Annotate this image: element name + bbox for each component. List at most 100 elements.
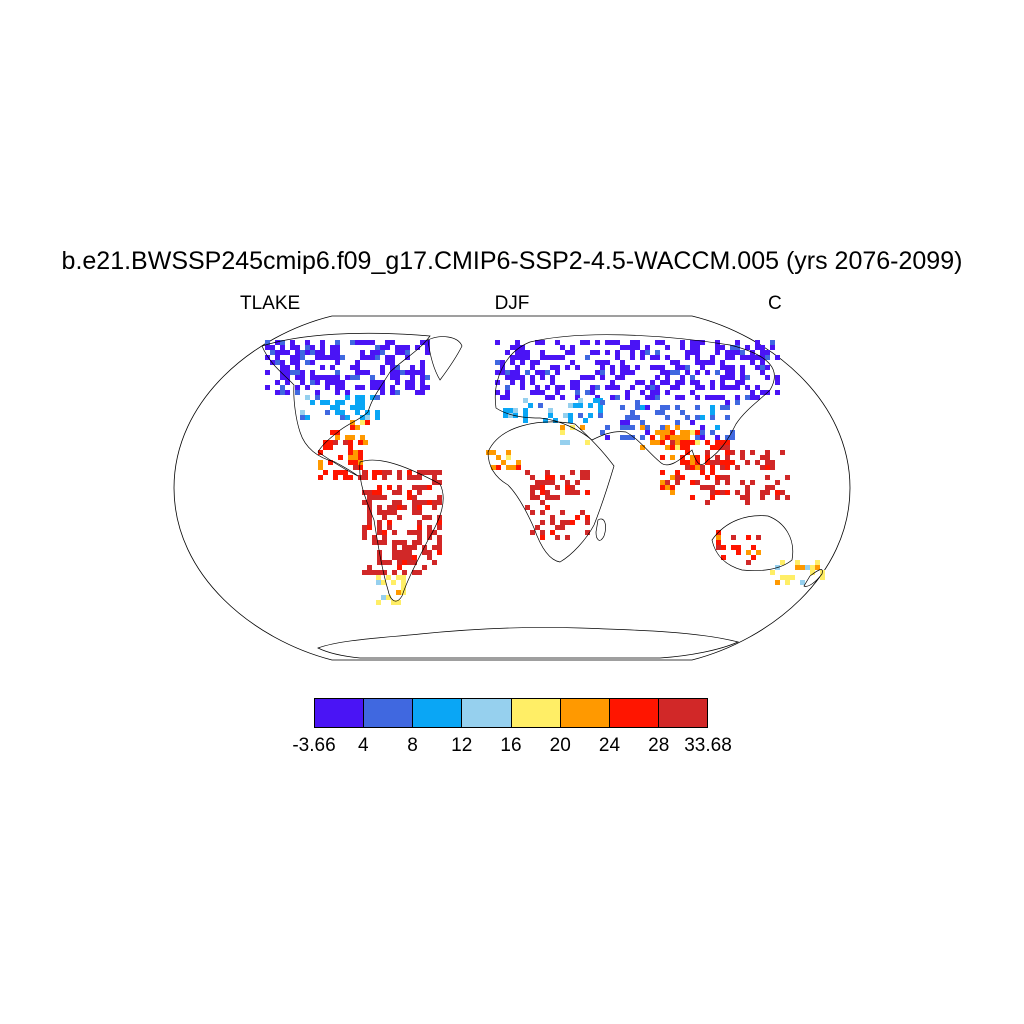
lake-cell	[630, 425, 635, 430]
lake-cell	[345, 435, 350, 440]
lake-cell	[751, 555, 756, 560]
lake-cell	[585, 340, 590, 345]
lake-cell	[516, 465, 521, 470]
lake-cell	[350, 365, 355, 370]
lake-cell	[422, 470, 427, 475]
lake-cell	[377, 540, 382, 545]
lake-cell	[365, 370, 370, 375]
lake-cell	[635, 405, 640, 410]
lake-cell	[360, 350, 365, 355]
lake-cell	[417, 510, 422, 515]
lake-cell	[765, 375, 770, 380]
lake-cell	[520, 350, 525, 355]
lake-cell	[437, 470, 442, 475]
lake-cell	[760, 345, 765, 350]
lake-cell	[565, 490, 570, 495]
lake-cell	[715, 475, 720, 480]
map-title: b.e21.BWSSP245cmip6.f09_g17.CMIP6-SSP2-4…	[61, 247, 963, 275]
lake-cell	[645, 345, 650, 350]
lake-cell	[412, 500, 417, 505]
lake-cell	[402, 545, 407, 550]
lake-cell	[665, 345, 670, 350]
lake-cell	[735, 400, 740, 405]
lake-cell	[355, 385, 360, 390]
lake-cell	[605, 385, 610, 390]
lake-cell	[380, 390, 385, 395]
lake-cell	[500, 370, 505, 375]
lake-cell	[670, 440, 675, 445]
lake-cell	[315, 395, 320, 400]
lake-cell	[310, 350, 315, 355]
lake-cell	[392, 545, 397, 550]
lake-cell	[540, 530, 545, 535]
lake-cell	[785, 495, 790, 500]
lake-cell	[680, 475, 685, 480]
lake-cell	[503, 408, 508, 413]
lake-cell	[695, 340, 700, 345]
lake-cell	[700, 365, 705, 370]
lake-cell	[615, 340, 620, 345]
lake-cell	[750, 395, 755, 400]
lake-cell	[508, 413, 513, 418]
lake-cell	[745, 485, 750, 490]
lake-cell	[565, 350, 570, 355]
lake-cell	[605, 425, 610, 430]
lake-cell	[675, 370, 680, 375]
lake-cell	[755, 355, 760, 360]
lake-cell	[362, 475, 367, 480]
lake-cell	[660, 480, 665, 485]
lake-cell	[650, 365, 655, 370]
lake-cell	[710, 460, 715, 465]
lake-cell	[396, 600, 401, 605]
lake-cell	[645, 385, 650, 390]
lake-cell	[427, 530, 432, 535]
lake-cell	[353, 450, 358, 455]
lake-cell	[295, 345, 300, 350]
lake-cell	[670, 485, 675, 490]
lake-cell	[715, 455, 720, 460]
lake-cell	[540, 375, 545, 380]
lake-cell	[570, 520, 575, 525]
lake-cell	[745, 355, 750, 360]
lake-cell	[720, 345, 725, 350]
lake-cell	[660, 455, 665, 460]
lake-cell	[765, 455, 770, 460]
lake-cell	[437, 495, 442, 500]
lake-cell	[420, 365, 425, 370]
lake-cell	[535, 495, 540, 500]
lake-cell	[348, 450, 353, 455]
lake-cell	[715, 480, 720, 485]
lake-cell	[335, 380, 340, 385]
lake-cell	[700, 435, 705, 440]
lake-cell	[401, 575, 406, 580]
lake-cell	[295, 355, 300, 360]
colorbar-label: 8	[407, 735, 418, 756]
lake-cell	[710, 385, 715, 390]
lake-cell	[285, 350, 290, 355]
lake-cell	[670, 430, 675, 435]
lake-cell	[363, 440, 368, 445]
lake-cell	[645, 425, 650, 430]
lake-cell	[402, 550, 407, 555]
lake-cell	[720, 375, 725, 380]
lake-cell	[280, 340, 285, 345]
lake-cell	[425, 340, 430, 345]
lake-cell	[745, 495, 750, 500]
lake-cell	[565, 365, 570, 370]
lake-cell	[353, 460, 358, 465]
lake-cell	[270, 360, 275, 365]
lake-cell	[650, 435, 655, 440]
lake-cell	[545, 480, 550, 485]
lake-cell	[740, 380, 745, 385]
lake-cell	[690, 420, 695, 425]
lake-cell	[580, 470, 585, 475]
lake-cell	[370, 375, 375, 380]
lake-cell	[348, 440, 353, 445]
lake-cell	[345, 395, 350, 400]
lake-cell	[755, 345, 760, 350]
lake-cell	[595, 350, 600, 355]
lake-cell	[427, 470, 432, 475]
lake-cell	[515, 375, 520, 380]
lake-cell	[320, 350, 325, 355]
lake-cell	[785, 580, 790, 585]
